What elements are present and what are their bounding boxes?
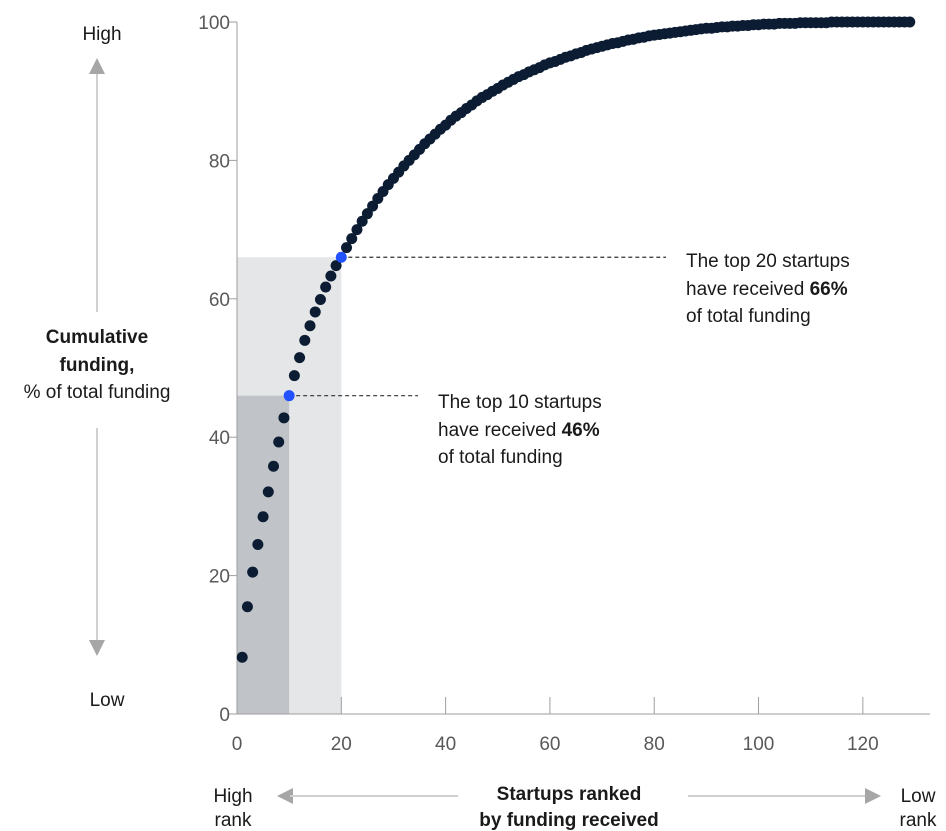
data-point — [294, 352, 306, 364]
y-tick-label: 40 — [209, 428, 230, 449]
y-axis-legend: High Cumulative funding, % of total fund… — [24, 24, 171, 711]
y-axis-title-line-3: % of total funding — [24, 382, 171, 403]
data-point — [309, 306, 321, 318]
y-tick-label: 80 — [209, 151, 230, 172]
data-point — [288, 370, 300, 382]
data-point — [262, 486, 274, 498]
x-axis-title-line-2: by funding received — [479, 810, 658, 831]
data-point — [247, 566, 259, 578]
x-tick-label: 20 — [331, 734, 352, 755]
y-tick-label: 20 — [209, 567, 230, 588]
data-point — [241, 601, 253, 613]
top-10-annotation-line-2: have received 46% — [438, 420, 600, 441]
arrow-right-icon — [865, 788, 881, 804]
data-point — [278, 412, 290, 424]
y-axis-ticks: 0 20 40 60 80 100 — [198, 13, 237, 726]
arrow-down-icon — [89, 640, 105, 656]
top-20-annotation-line-3: of total funding — [686, 306, 811, 327]
x-tick-label: 0 — [232, 734, 243, 755]
y-axis-low-label: Low — [90, 690, 125, 711]
y-tick-label: 60 — [209, 290, 230, 311]
y-axis-title-line-1: Cumulative — [46, 327, 148, 348]
y-tick-label: 0 — [219, 705, 230, 726]
x-axis-low-label: Low — [901, 786, 936, 807]
top-20-annotation: The top 20 startups have received 66% of… — [686, 251, 850, 327]
top-10-annotation-line-1: The top 10 startups — [438, 392, 602, 413]
data-point — [320, 281, 332, 293]
y-axis-title-line-2: funding, — [60, 355, 135, 376]
x-tick-label: 60 — [539, 734, 560, 755]
x-tick-label: 80 — [644, 734, 665, 755]
top-10-annotation-value: 46% — [562, 420, 600, 441]
axes — [236, 22, 930, 715]
data-point — [304, 320, 316, 332]
y-tick-label: 100 — [198, 13, 230, 34]
data-point — [351, 224, 363, 236]
top-20-annotation-line-1: The top 20 startups — [686, 251, 850, 272]
x-axis-title-line-1: Startups ranked — [497, 784, 642, 805]
x-tick-label: 120 — [847, 734, 879, 755]
data-point — [346, 233, 358, 245]
x-axis-high-label: High — [213, 786, 252, 807]
data-point — [236, 651, 248, 663]
data-points — [236, 16, 916, 663]
data-point — [314, 293, 326, 305]
data-point — [252, 538, 264, 550]
x-axis-legend: High rank Startups ranked by funding rec… — [213, 784, 937, 831]
top-20-annotation-value: 66% — [810, 279, 848, 300]
data-point — [299, 334, 311, 346]
top-10-annotation-line-3: of total funding — [438, 447, 563, 468]
data-point — [257, 511, 269, 523]
highlighted-data-point — [283, 390, 295, 402]
x-axis-high-rank-label: rank — [215, 810, 252, 831]
data-point — [325, 270, 337, 282]
data-point — [273, 436, 285, 448]
data-point — [268, 460, 280, 472]
arrow-up-icon — [89, 58, 105, 74]
top-10-annotation: The top 10 startups have received 46% of… — [438, 392, 602, 468]
data-point — [904, 16, 916, 28]
x-axis-low-rank-label: rank — [900, 810, 937, 831]
data-point — [341, 242, 353, 254]
data-point — [330, 260, 342, 272]
highlighted-data-point — [335, 251, 347, 263]
y-axis-high-label: High — [82, 24, 121, 45]
arrow-left-icon — [277, 788, 293, 804]
top-20-annotation-line-2: have received 66% — [686, 279, 848, 300]
x-tick-label: 100 — [743, 734, 775, 755]
x-tick-label: 40 — [435, 734, 456, 755]
x-axis-ticks: 0 20 40 60 80 100 120 — [232, 697, 879, 755]
